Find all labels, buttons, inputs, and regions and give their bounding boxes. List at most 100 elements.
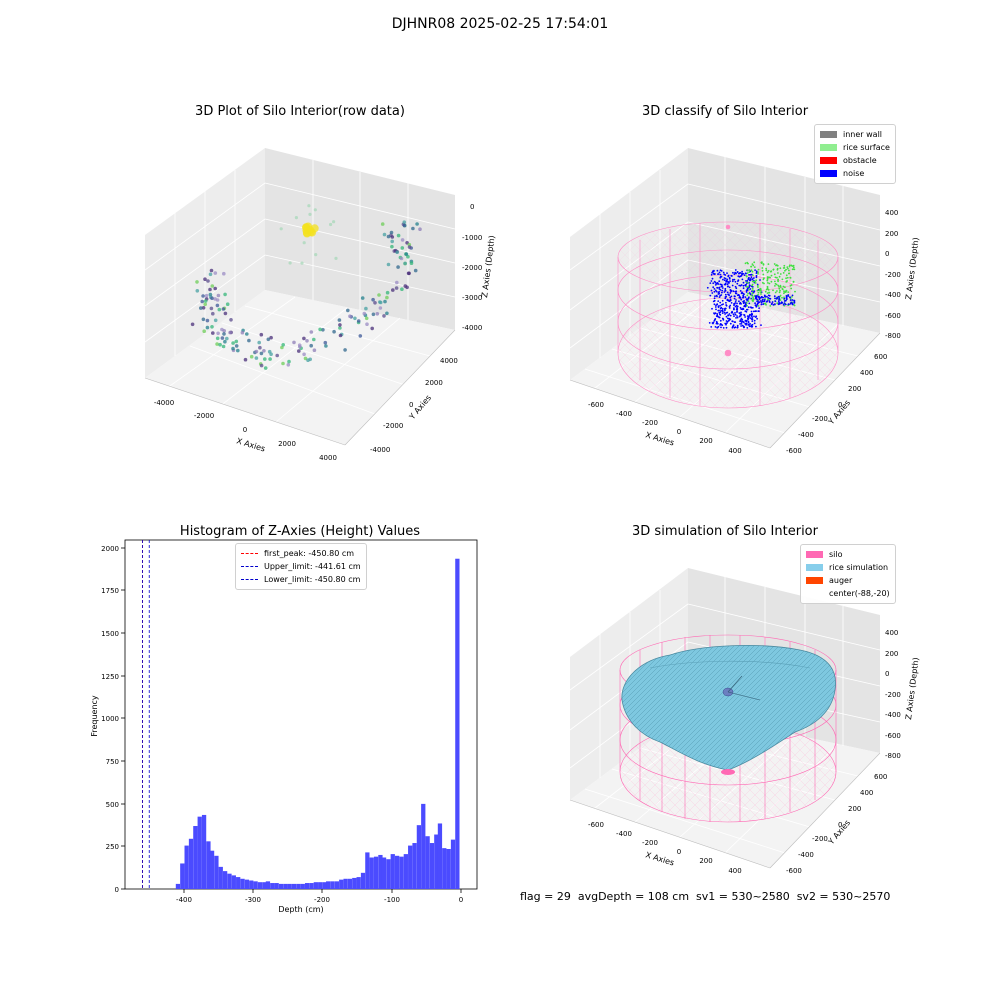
scatter-point [305,339,309,343]
histogram-bar [180,863,185,889]
scatter-point [729,292,732,294]
histogram-bar [330,881,335,889]
p2-ztick: -600 [885,312,901,320]
p2-ytick: 600 [874,353,887,361]
panel4-zticks: 400 200 0 -200 -400 -600 -800 [885,629,901,760]
scatter-point [312,337,316,342]
scatter-point [739,323,741,325]
scatter-point [752,289,754,292]
scatter-point [740,323,743,325]
legend-item: Upper_limit: -441.61 cm [241,560,361,573]
p2-ztick: -400 [885,291,901,299]
scatter-point [792,266,795,269]
scatter-point [418,227,422,231]
scatter-point [791,302,794,305]
scatter-point [760,301,763,304]
scatter-point [740,298,743,301]
legend-item: inner wall [820,128,890,141]
scatter-point [786,280,789,282]
p3-xlabel: Depth (cm) [278,905,323,914]
scatter-point [234,344,239,348]
scatter-point [757,295,760,298]
panel1-points [190,204,422,370]
scatter-point [236,348,240,353]
scatter-point [756,317,758,320]
p3-xtick: 0 [459,896,463,904]
scatter-point [706,286,709,289]
scatter-point [721,291,723,294]
scatter-point [755,305,758,307]
panel4-legend: silo rice simulation auger center(-88,-2… [800,544,896,604]
p2-xtick: 200 [699,437,712,445]
scatter-point [731,280,734,283]
scatter-point [766,298,769,301]
histogram-bar [278,883,284,889]
scatter-point [728,305,731,308]
p4-ytick: -400 [798,851,814,859]
scatter-point [723,311,726,314]
scatter-point [202,329,206,334]
scatter-point [721,317,724,320]
scatter-point [767,289,770,291]
legend-label: silo [829,550,843,559]
histogram-bar [240,878,245,889]
scatter-point [764,290,767,293]
scatter-point [726,278,729,281]
scatter-point [724,283,727,286]
scatter-point [718,316,720,319]
scatter-point [777,303,780,306]
scatter-point [735,287,738,290]
scatter-point [774,276,777,279]
scatter-point [738,300,740,303]
scatter-point [287,359,291,364]
p1-xtick: 4000 [319,454,337,462]
scatter-point [195,280,199,284]
scatter-point [741,278,744,281]
scatter-point [208,287,212,292]
scatter-point [216,293,221,298]
scatter-point [771,301,774,303]
scatter-point [782,285,785,288]
scatter-point [745,291,748,293]
scatter-point [358,334,363,338]
scatter-point [746,287,749,290]
scatter-point [210,325,214,329]
histogram-bar [390,854,395,889]
histogram-bar [322,882,327,889]
p4-ztick: -400 [885,711,901,719]
scatter-point [724,287,727,290]
scatter-point [748,325,751,328]
scatter-point [724,307,726,310]
scatter-point [784,286,786,289]
panel1-xticks: -4000 -2000 0 2000 4000 [154,399,337,462]
scatter-point [739,301,742,304]
histogram-bar [309,883,314,889]
histogram-bar [184,845,189,889]
scatter-point [777,300,780,303]
scatter-point [727,299,730,302]
p1-ytick: 0 [409,401,413,409]
scatter-point [724,289,727,292]
scatter-point [766,279,769,282]
scatter-point [757,268,760,271]
scatter-point [716,287,719,289]
scatter-point [231,341,235,345]
scatter-point [370,326,375,331]
scatter-point [750,265,752,268]
p4-ztick: -200 [885,691,901,699]
scatter-point [785,268,787,271]
legend-swatch [806,590,823,597]
legend-label: center(-88,-20) [829,589,890,598]
scatter-point [761,269,764,272]
scatter-point [220,336,225,340]
scatter-point [713,288,716,290]
scatter-point [745,319,748,322]
scatter-point [725,322,728,325]
scatter-point [756,302,759,305]
scatter-point [229,318,233,322]
scatter-point [223,311,228,316]
panel3-title: Histogram of Z-Axies (Height) Values [179,524,421,539]
scatter-point [750,310,753,313]
scatter-point [768,291,771,294]
scatter-point [400,287,404,292]
